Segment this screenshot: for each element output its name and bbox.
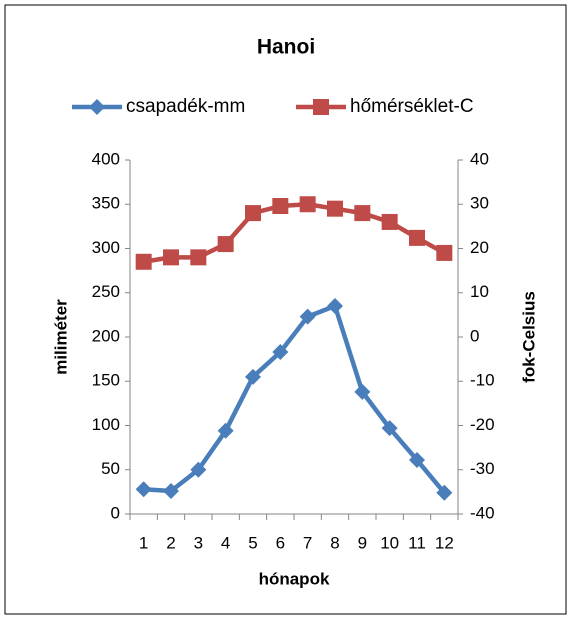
data-point [299,196,316,213]
y2-tick-label: 30 [470,194,489,213]
y2-tick-label: -10 [470,371,495,390]
y2-axis-title: fok-Celsius [519,291,538,383]
data-point [381,213,398,230]
y2-tick-label: -40 [470,503,495,522]
y-tick-label: 300 [92,238,120,257]
y-tick-label: 0 [111,503,120,522]
x-tick-label: 12 [435,533,454,552]
y2-tick-label: -20 [470,415,495,434]
data-point [217,422,234,439]
data-point [381,420,398,437]
data-point [409,229,425,246]
x-tick-label: 8 [330,533,339,552]
y-tick-label: 150 [92,371,120,390]
y2-tick-label: -30 [470,459,495,478]
x-tick-label: 5 [248,533,257,552]
x-tick-label: 4 [221,533,230,552]
data-point [327,200,343,217]
data-point [245,368,261,385]
legend-label: hőmérséklet-C [350,96,474,117]
data-point [135,481,152,498]
data-point [245,205,261,222]
y2-tick-label: 10 [470,282,489,301]
x-tick-label: 3 [194,533,203,552]
y2-tick-label: 0 [470,326,479,345]
chart-frame [4,4,567,615]
y2-tick-label: 20 [470,238,489,257]
series-line [143,303,447,495]
x-tick-label: 7 [303,533,312,552]
data-point [163,482,179,499]
legend-marker [313,99,329,115]
data-point [409,452,425,469]
data-point [436,484,453,501]
data-point [217,236,234,253]
legend-label: csapadék-mm [126,96,245,117]
y-tick-label: 400 [92,149,120,168]
x-axis-title: hónapok [259,569,330,588]
data-point [272,198,289,215]
y-tick-label: 350 [92,194,120,213]
data-point [190,249,207,266]
x-tick-label: 1 [139,533,148,552]
y2-tick-label: 40 [470,149,489,168]
data-point [327,298,343,315]
x-tick-label: 11 [408,533,426,552]
y-axis-title: miliméter [51,299,70,375]
data-point [190,461,207,478]
y-tick-label: 250 [92,282,120,301]
x-tick-label: 10 [380,533,399,552]
legend-marker [89,99,105,115]
data-point [436,244,453,261]
data-point [163,249,179,266]
chart-title: Hanoi [257,36,315,59]
x-tick-label: 6 [276,533,285,552]
data-point [135,253,152,270]
x-tick-label: 2 [166,533,175,552]
y-tick-label: 200 [92,326,120,345]
data-point [272,344,289,361]
y-tick-label: 100 [92,415,120,434]
data-point [354,383,371,400]
x-tick-label: 9 [358,533,367,552]
data-point [299,308,316,325]
y-tick-label: 50 [101,459,120,478]
data-point [354,205,371,222]
